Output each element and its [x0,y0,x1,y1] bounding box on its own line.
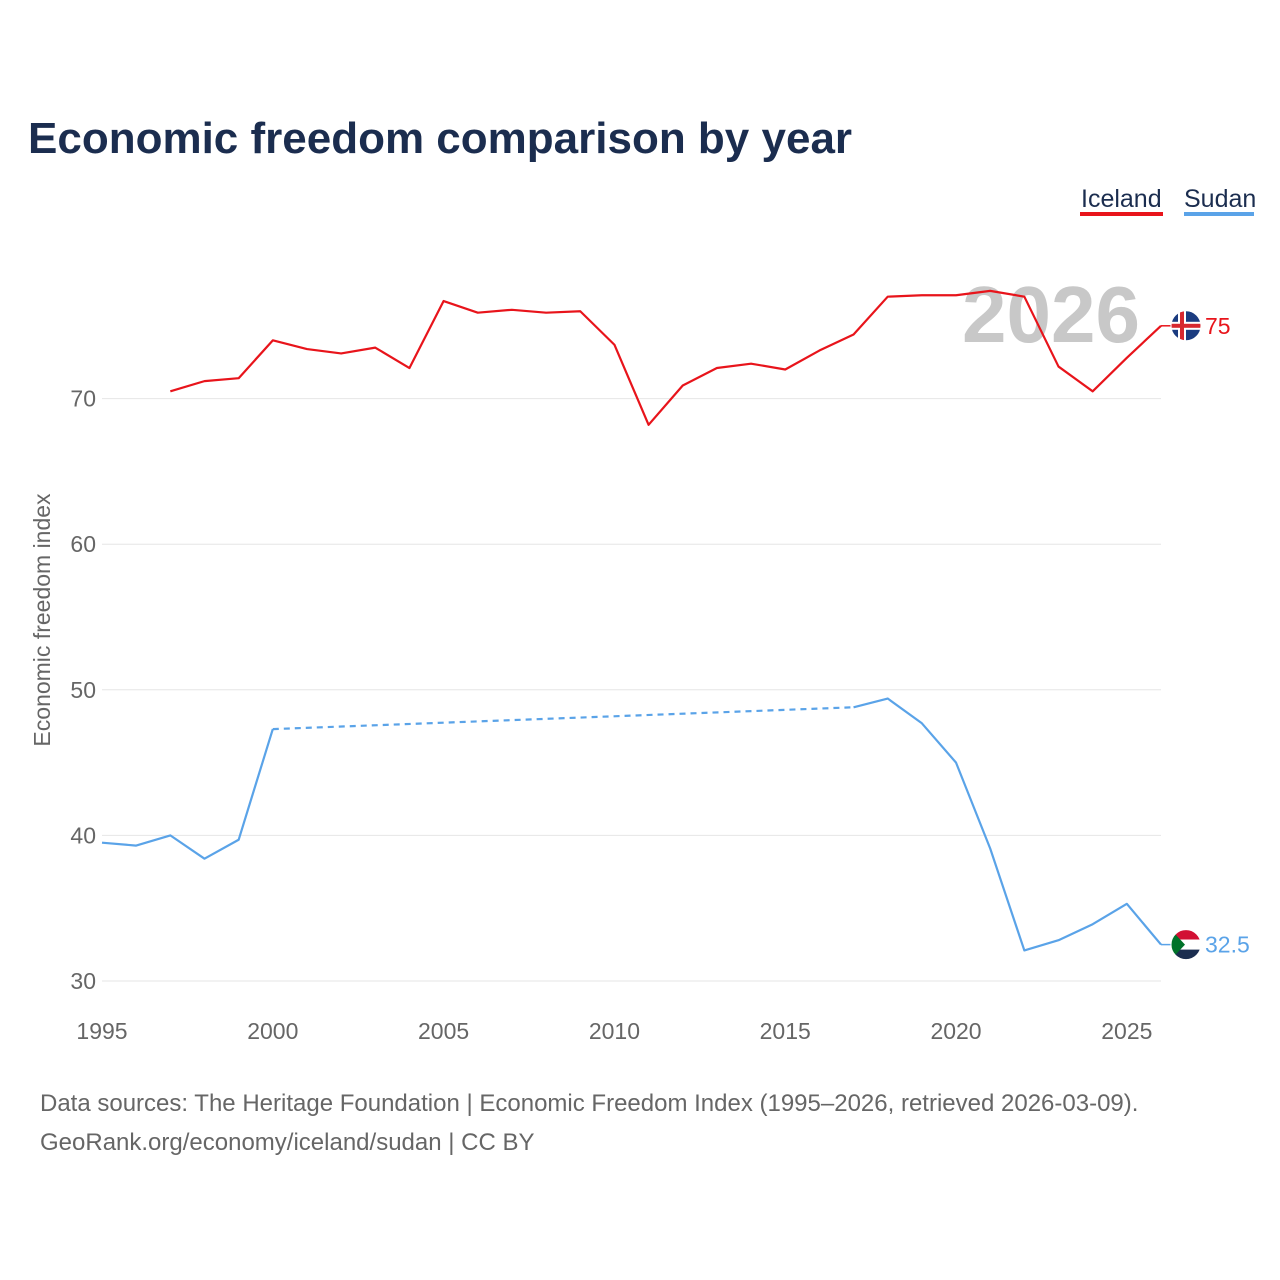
iceland-data-point[interactable] [201,378,207,384]
sudan-data-point[interactable] [99,840,105,846]
series-lines [99,288,1162,953]
iceland-data-point[interactable] [919,292,925,298]
iceland-data-point[interactable] [1056,364,1062,370]
iceland-data-point[interactable] [987,288,993,294]
x-tick-label: 2000 [247,1018,298,1044]
iceland-data-point[interactable] [1090,388,1096,394]
sudan-flag-icon [1170,929,1202,961]
grid-lines [102,398,1161,982]
iceland-data-point[interactable] [577,308,583,314]
x-tick-label: 1995 [76,1018,127,1044]
sudan-data-point[interactable] [885,696,891,702]
iceland-data-point[interactable] [748,361,754,367]
iceland-data-point[interactable] [851,332,857,338]
iceland-data-point[interactable] [1124,355,1130,361]
sudan-series-line [101,728,274,860]
x-tick-label: 2020 [930,1018,981,1044]
sudan-series-line [853,697,1162,952]
x-tick-label: 2015 [760,1018,811,1044]
y-tick-label: 70 [70,386,96,412]
iceland-end-label: 75 [1205,313,1231,339]
iceland-data-point[interactable] [475,310,481,316]
legend-swatch-iceland [1080,212,1163,216]
iceland-data-point[interactable] [680,382,686,388]
iceland-data-point[interactable] [885,294,891,300]
iceland-series-line [170,289,1162,426]
legend-swatch-sudan [1184,212,1254,216]
sudan-data-point[interactable] [201,856,207,862]
sudan-data-point[interactable] [1124,901,1130,907]
iceland-data-point[interactable] [372,345,378,351]
sudan-data-point[interactable] [236,837,242,843]
iceland-data-point[interactable] [646,422,652,428]
iceland-data-point[interactable] [953,292,959,298]
y-tick-label: 40 [70,822,96,848]
iceland-data-point[interactable] [1021,294,1027,300]
source-line-1: Data sources: The Heritage Foundation | … [40,1090,1138,1117]
iceland-flag-icon [1170,310,1202,342]
chart-title: Economic freedom comparison by year [28,114,852,163]
x-tick-label: 2005 [418,1018,469,1044]
iceland-data-point[interactable] [270,337,276,343]
sudan-data-point[interactable] [167,832,173,838]
y-tick-label: 50 [70,677,96,703]
iceland-data-point[interactable] [236,375,242,381]
sudan-data-point[interactable] [1021,947,1027,953]
iceland-data-point[interactable] [509,307,515,313]
iceland-end-marker: 75 [1161,310,1231,342]
iceland-data-point[interactable] [782,366,788,372]
source-line-2[interactable]: GeoRank.org/economy/iceland/sudan | CC B… [40,1129,535,1156]
iceland-data-point[interactable] [167,388,173,394]
iceland-data-point[interactable] [816,348,822,354]
y-tick-label: 60 [70,531,96,557]
sudan-end-marker: 32.5 [1161,929,1250,961]
iceland-data-point[interactable] [543,310,549,316]
legend-item-iceland[interactable]: Iceland [1081,185,1162,213]
iceland-data-point[interactable] [611,342,617,348]
sudan-data-point[interactable] [1090,921,1096,927]
sudan-data-point[interactable] [270,726,276,732]
legend: Iceland Sudan [1080,185,1256,216]
iceland-data-point[interactable] [338,350,344,356]
y-axis-label: Economic freedom index [29,493,55,747]
legend-item-sudan[interactable]: Sudan [1184,185,1256,213]
sudan-data-point[interactable] [1056,937,1062,943]
current-year-watermark: 2026 [962,270,1140,359]
sudan-data-point[interactable] [919,720,925,726]
sudan-gap-line [272,706,854,731]
sudan-data-point[interactable] [953,760,959,766]
iceland-data-point[interactable] [304,346,310,352]
x-axis-ticks: 1995 2000 2005 2010 2015 2020 2025 [76,1018,1152,1044]
iceland-data-point[interactable] [714,365,720,371]
iceland-data-point[interactable] [406,365,412,371]
y-tick-label: 30 [70,968,96,994]
y-axis-ticks: 30 40 50 60 70 [70,386,96,994]
x-tick-label: 2025 [1101,1018,1152,1044]
x-tick-label: 2010 [589,1018,640,1044]
sudan-data-point[interactable] [851,704,857,710]
iceland-data-point[interactable] [441,298,447,304]
sudan-end-label: 32.5 [1205,932,1250,958]
sudan-data-point[interactable] [987,846,993,852]
sudan-data-point[interactable] [133,843,139,849]
